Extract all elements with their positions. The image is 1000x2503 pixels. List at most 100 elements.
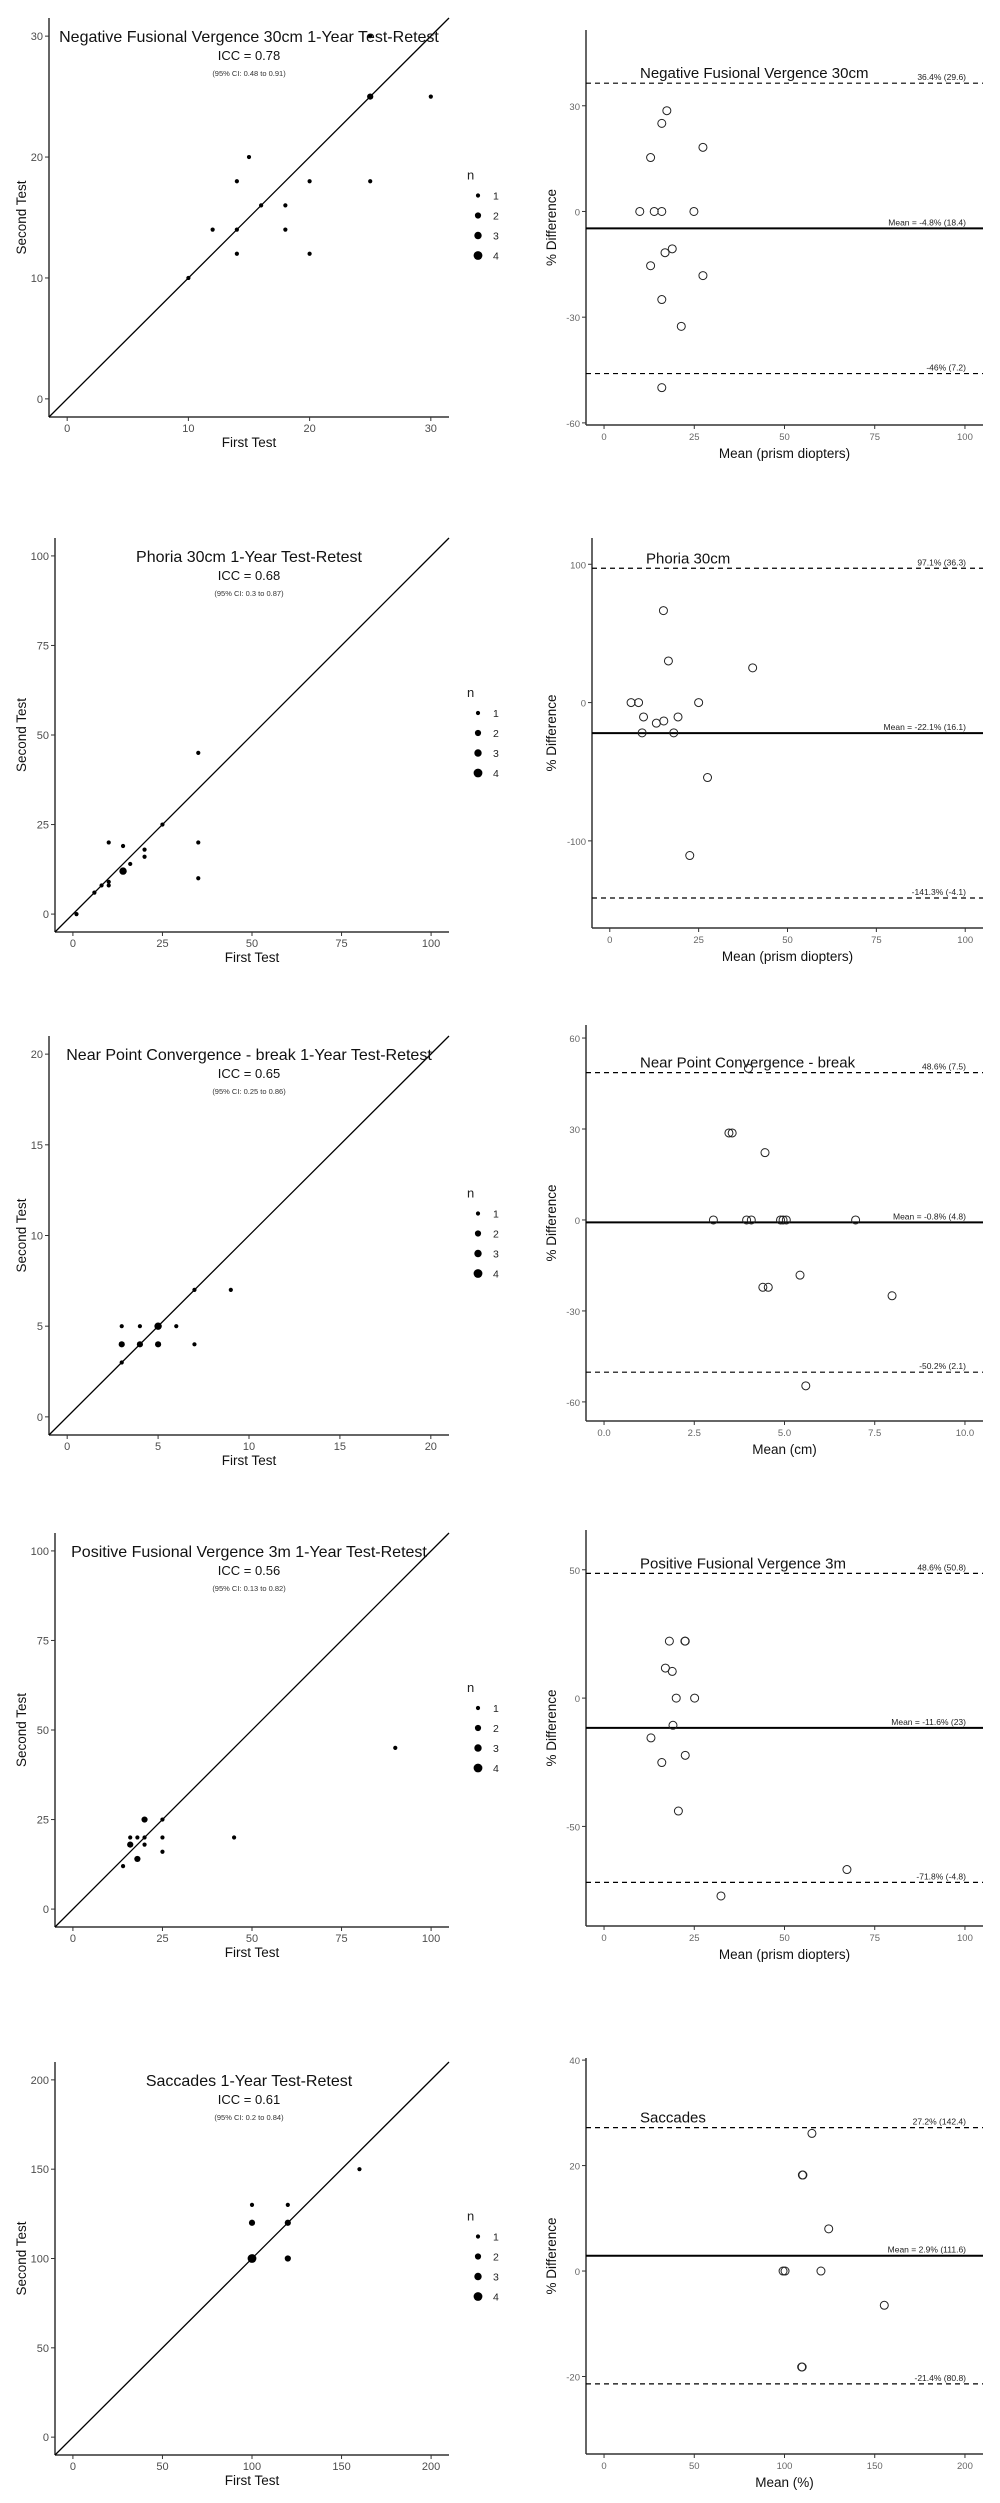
data-point bbox=[708, 1215, 718, 1225]
data-point bbox=[635, 206, 645, 216]
data-point bbox=[689, 206, 699, 216]
x-tick-label: 0 bbox=[601, 2461, 606, 2472]
legend-label: 3 bbox=[493, 231, 499, 243]
data-point bbox=[646, 1733, 656, 1743]
data-point bbox=[758, 1282, 768, 1292]
data-point bbox=[778, 2266, 788, 2276]
x-tick-label: 200 bbox=[957, 2461, 973, 2472]
x-tick-label: 50 bbox=[246, 938, 258, 950]
upper-limit-line-label: 48.6% (7.5) bbox=[922, 1062, 966, 1072]
x-axis-title: First Test bbox=[222, 435, 277, 450]
lower-limit-line-label: -71.8% (-4.8) bbox=[916, 1871, 966, 1881]
chart-title: Positive Fusional Vergence 3m 1-Year Tes… bbox=[71, 1544, 427, 1561]
data-point bbox=[92, 890, 97, 895]
legend-marker bbox=[474, 231, 482, 240]
y-tick-label: 150 bbox=[31, 2164, 49, 2176]
y-tick-label: 10 bbox=[31, 273, 43, 285]
icc-value: ICC = 0.78 bbox=[218, 48, 281, 63]
data-point bbox=[887, 1291, 897, 1301]
data-point bbox=[428, 94, 433, 99]
test-retest-scatter-plot: 0 50 100 150 200 0 50 100 150 200 First Test Second… bbox=[14, 2061, 499, 2488]
x-axis-title: Mean (cm) bbox=[752, 1442, 817, 1457]
data-point bbox=[196, 750, 201, 756]
x-tick-label: 0 bbox=[70, 2461, 76, 2473]
identity-line bbox=[54, 537, 450, 933]
size-legend: n 1 2 3 4 bbox=[467, 2209, 499, 2304]
x-tick-label: 0 bbox=[601, 1933, 606, 1944]
x-axis-title: Mean (%) bbox=[755, 2475, 814, 2490]
y-tick-label: 0 bbox=[575, 2267, 580, 2278]
data-point bbox=[393, 1745, 398, 1751]
bland-altman-plot: 0 50 100 150 200 -20 0 20 40 Mean (%) % Difference… bbox=[544, 2056, 983, 2490]
data-point bbox=[160, 822, 165, 827]
data-point bbox=[746, 1215, 756, 1225]
identity-line bbox=[48, 1035, 450, 1436]
x-tick-label: 20 bbox=[425, 1441, 437, 1453]
data-point bbox=[234, 179, 239, 184]
data-point bbox=[776, 1215, 786, 1225]
x-tick-label: 10 bbox=[243, 1441, 255, 1453]
y-tick-label: -50 bbox=[566, 1822, 580, 1833]
y-tick-label: 0 bbox=[581, 699, 586, 710]
legend-marker bbox=[474, 729, 482, 737]
legend-label: 4 bbox=[493, 768, 499, 780]
legend-marker bbox=[475, 1211, 481, 1216]
y-axis-title: % Difference bbox=[544, 1689, 559, 1766]
y-axis-title: Second Test bbox=[14, 2221, 29, 2295]
data-point bbox=[368, 179, 373, 184]
x-axis-title: First Test bbox=[225, 1945, 280, 1960]
y-tick-label: 5 bbox=[37, 1321, 43, 1333]
data-point bbox=[118, 1341, 125, 1348]
data-point bbox=[249, 2202, 255, 2208]
mean-line-label: Mean = -22.1% (16.1) bbox=[884, 722, 967, 732]
data-point bbox=[657, 118, 667, 128]
x-axis-title: First Test bbox=[222, 1453, 277, 1468]
bland-altman-plot: 0 25 50 75 100 -100 0 100 Mean (prism diopters)%… bbox=[544, 538, 983, 964]
chart-title: Phoria 30cm 1-Year Test-Retest bbox=[136, 549, 362, 566]
data-point bbox=[676, 321, 686, 331]
identity-line bbox=[48, 17, 450, 418]
legend-label: 1 bbox=[493, 708, 499, 720]
data-point bbox=[283, 227, 288, 232]
y-tick-label: -30 bbox=[566, 313, 580, 324]
x-tick-label: 50 bbox=[689, 2461, 700, 2472]
data-point bbox=[639, 712, 649, 722]
data-point bbox=[663, 656, 673, 666]
legend-marker bbox=[474, 1249, 482, 1258]
legend-label: 1 bbox=[493, 191, 499, 203]
y-tick-label: 200 bbox=[31, 2075, 49, 2087]
data-point bbox=[154, 1322, 162, 1330]
size-legend: n 1 2 3 4 bbox=[467, 685, 499, 780]
data-point bbox=[824, 2224, 834, 2234]
data-point bbox=[698, 271, 708, 281]
data-point bbox=[284, 2255, 291, 2262]
y-tick-label: 20 bbox=[31, 152, 43, 164]
data-point bbox=[106, 879, 111, 884]
data-point bbox=[669, 728, 679, 738]
legend-marker bbox=[475, 2234, 481, 2239]
legend-marker bbox=[474, 2272, 482, 2281]
legend-marker bbox=[474, 212, 482, 219]
confidence-interval: (95% CI: 0.48 to 0.91) bbox=[212, 69, 286, 78]
data-point bbox=[248, 2219, 256, 2226]
x-tick-label: 25 bbox=[689, 432, 700, 443]
data-point bbox=[667, 1666, 677, 1676]
test-retest-scatter-plot: 0 25 50 75 100 0 25 50 75 100 First Test Second Tes… bbox=[14, 537, 499, 965]
x-axis-title: First Test bbox=[225, 2473, 280, 2488]
legend-label: 2 bbox=[493, 1229, 499, 1241]
data-point bbox=[210, 227, 215, 232]
x-tick-label: 5.0 bbox=[778, 1428, 791, 1439]
legend-label: 3 bbox=[493, 1743, 499, 1755]
data-point bbox=[842, 1865, 852, 1875]
data-point bbox=[120, 1864, 126, 1869]
y-tick-label: 10 bbox=[31, 1231, 43, 1243]
data-point bbox=[234, 227, 239, 232]
y-tick-label: 100 bbox=[31, 2254, 49, 2266]
data-point bbox=[694, 698, 704, 708]
confidence-interval: (95% CI: 0.3 to 0.87) bbox=[214, 589, 284, 598]
data-point bbox=[367, 93, 374, 100]
data-point bbox=[141, 1816, 148, 1823]
lower-limit-line-label: -21.4% (80.8) bbox=[915, 2373, 967, 2383]
y-tick-label: 50 bbox=[37, 730, 49, 742]
data-point bbox=[668, 1720, 678, 1730]
